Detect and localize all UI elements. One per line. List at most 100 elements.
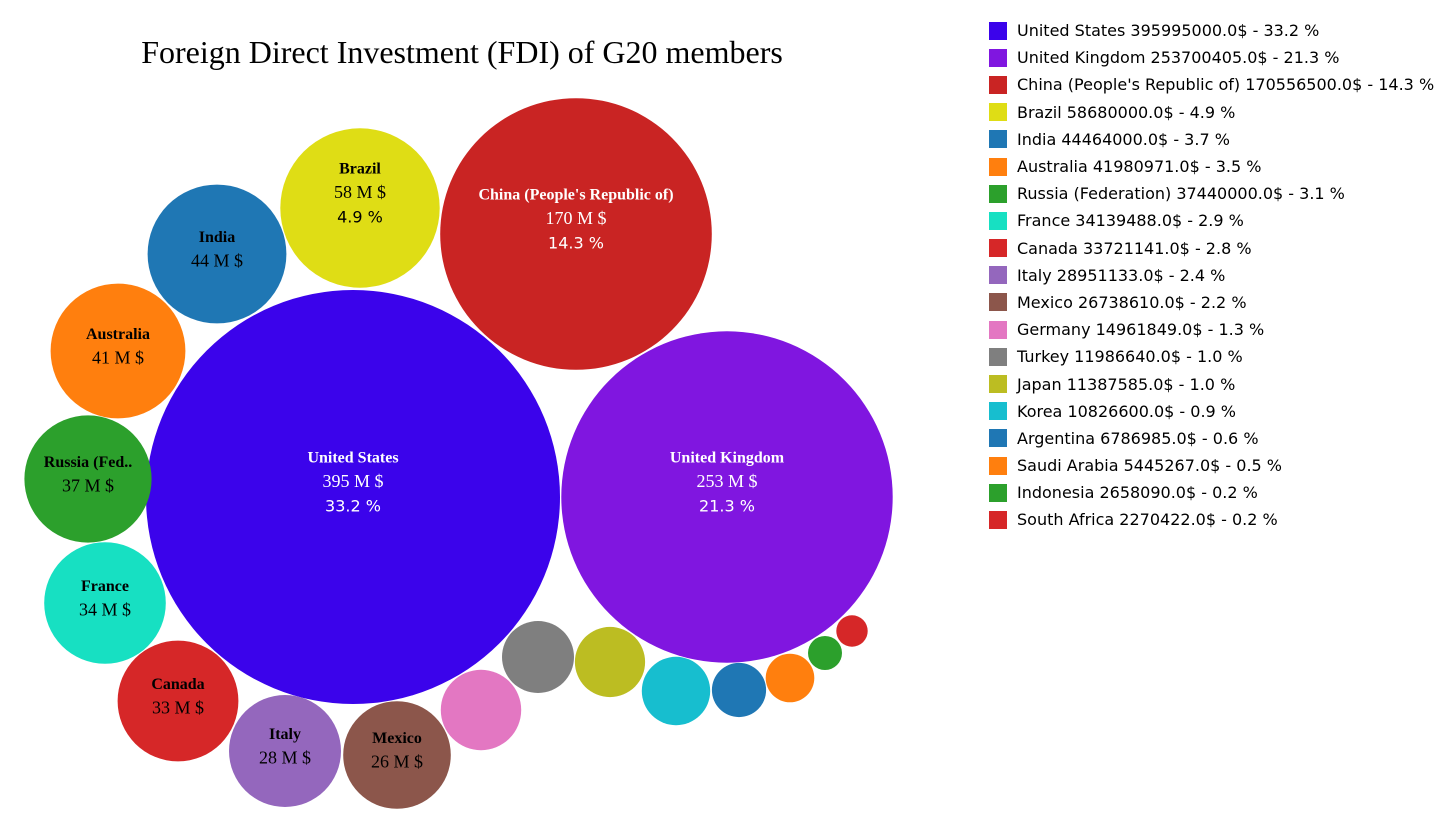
bubble-value-australia: 41 M $ — [92, 347, 144, 367]
bubble-label-united-states: United States — [307, 450, 398, 467]
bubble-australia[interactable] — [50, 283, 186, 419]
legend-swatch — [989, 456, 1007, 475]
bubble-canada[interactable] — [117, 640, 239, 762]
legend-item-indonesia[interactable]: Indonesia 2658090.0$ - 0.2 % — [989, 479, 1434, 506]
bubble-percent-brazil: 4.9 % — [337, 208, 383, 227]
bubble-percent-united-kingdom: 21.3 % — [699, 497, 755, 516]
legend-item-india[interactable]: India 44464000.0$ - 3.7 % — [989, 126, 1434, 153]
legend-swatch — [989, 239, 1007, 258]
legend-label: Germany 14961849.0$ - 1.3 % — [1017, 320, 1265, 340]
legend-swatch — [989, 510, 1007, 529]
legend-item-south-africa[interactable]: South Africa 2270422.0$ - 0.2 % — [989, 506, 1434, 533]
legend-swatch — [989, 402, 1007, 421]
legend-item-canada[interactable]: Canada 33721141.0$ - 2.8 % — [989, 235, 1434, 262]
bubble-label-australia: Australia — [86, 326, 150, 343]
legend-item-australia[interactable]: Australia 41980971.0$ - 3.5 % — [989, 153, 1434, 180]
bubble-label-india: India — [199, 229, 235, 246]
bubble-value-united-states: 395 M $ — [322, 471, 383, 491]
bubble-value-canada: 33 M $ — [152, 697, 204, 717]
bubble-value-united-kingdom: 253 M $ — [696, 471, 757, 491]
legend-swatch — [989, 75, 1007, 94]
legend-swatch — [989, 320, 1007, 339]
bubble-value-brazil: 58 M $ — [334, 182, 386, 202]
bubble-korea[interactable] — [641, 656, 711, 726]
legend-label: China (People's Republic of) 170556500.0… — [1017, 75, 1435, 95]
legend-label: Mexico 26738610.0$ - 2.2 % — [1017, 292, 1247, 312]
bubble-brazil[interactable] — [280, 128, 440, 288]
bubble-group: United States 395 M $ 33.2 % United Kingdom… — [24, 98, 893, 809]
legend-label: Brazil 58680000.0$ - 4.9 % — [1017, 102, 1236, 122]
legend-swatch — [989, 184, 1007, 203]
legend-swatch — [989, 429, 1007, 448]
legend: United States 395995000.0$ - 33.2 % Unite… — [989, 17, 1434, 534]
legend-label: France 34139488.0$ - 2.9 % — [1017, 211, 1244, 231]
legend-item-korea[interactable]: Korea 10826600.0$ - 0.9 % — [989, 398, 1434, 425]
legend-label: Argentina 6786985.0$ - 0.6 % — [1017, 428, 1259, 448]
legend-item-france[interactable]: France 34139488.0$ - 2.9 % — [989, 207, 1434, 234]
legend-label: Australia 41980971.0$ - 3.5 % — [1017, 157, 1262, 177]
bubble-saudi-arabia[interactable] — [765, 653, 815, 703]
bubble-indonesia[interactable] — [808, 636, 842, 670]
bubble-label-russia-federation: Russia (Fed.. — [44, 454, 132, 471]
bubble-label-united-kingdom: United Kingdom — [670, 450, 785, 467]
bubble-value-mexico: 26 M $ — [371, 751, 423, 771]
bubble-argentina[interactable] — [711, 662, 767, 718]
legend-swatch — [989, 103, 1007, 122]
legend-item-brazil[interactable]: Brazil 58680000.0$ - 4.9 % — [989, 99, 1434, 126]
legend-item-china-people-s-republic-of[interactable]: China (People's Republic of) 170556500.0… — [989, 71, 1434, 98]
bubble-china-people-s-republic-of[interactable] — [440, 98, 712, 370]
legend-label: Canada 33721141.0$ - 2.8 % — [1017, 238, 1252, 258]
legend-item-mexico[interactable]: Mexico 26738610.0$ - 2.2 % — [989, 289, 1434, 316]
bubble-label-canada: Canada — [151, 676, 204, 693]
bubble-germany[interactable] — [440, 669, 522, 751]
bubble-percent-united-states: 33.2 % — [325, 497, 381, 516]
legend-swatch — [989, 130, 1007, 149]
legend-item-united-states[interactable]: United States 395995000.0$ - 33.2 % — [989, 17, 1434, 44]
legend-label: Japan 11387585.0$ - 1.0 % — [1017, 374, 1236, 394]
legend-item-saudi-arabia[interactable]: Saudi Arabia 5445267.0$ - 0.5 % — [989, 452, 1434, 479]
bubble-label-china-people-s-republic-of: China (People's Republic of) — [478, 187, 673, 204]
bubble-value-france: 34 M $ — [79, 599, 131, 619]
bubble-percent-china-people-s-republic-of: 14.3 % — [548, 234, 604, 253]
legend-label: United States 395995000.0$ - 33.2 % — [1017, 21, 1320, 41]
bubble-label-italy: Italy — [269, 726, 301, 743]
legend-item-russia-federation[interactable]: Russia (Federation) 37440000.0$ - 3.1 % — [989, 180, 1434, 207]
legend-label: Saudi Arabia 5445267.0$ - 0.5 % — [1017, 456, 1282, 476]
bubble-label-mexico: Mexico — [372, 730, 422, 747]
bubble-italy[interactable] — [229, 695, 341, 807]
legend-swatch — [989, 375, 1007, 394]
legend-swatch — [989, 266, 1007, 285]
legend-item-germany[interactable]: Germany 14961849.0$ - 1.3 % — [989, 316, 1434, 343]
bubble-chart: Foreign Direct Investment (FDI) of G20 m… — [24, 34, 893, 809]
bubble-label-brazil: Brazil — [339, 161, 381, 178]
legend-swatch — [989, 48, 1007, 67]
legend-label: South Africa 2270422.0$ - 0.2 % — [1017, 510, 1278, 530]
legend-label: India 44464000.0$ - 3.7 % — [1017, 129, 1230, 149]
bubble-value-russia-federation: 37 M $ — [62, 475, 114, 495]
legend-swatch — [989, 293, 1007, 312]
bubble-mexico[interactable] — [343, 701, 451, 809]
legend-item-argentina[interactable]: Argentina 6786985.0$ - 0.6 % — [989, 425, 1434, 452]
legend-item-italy[interactable]: Italy 28951133.0$ - 2.4 % — [989, 262, 1434, 289]
bubble-south-africa[interactable] — [836, 615, 868, 647]
bubble-value-china-people-s-republic-of: 170 M $ — [545, 208, 606, 228]
legend-label: Indonesia 2658090.0$ - 0.2 % — [1017, 483, 1258, 503]
bubble-turkey[interactable] — [502, 621, 574, 693]
bubble-united-states[interactable] — [146, 290, 560, 704]
legend-item-turkey[interactable]: Turkey 11986640.0$ - 1.0 % — [989, 343, 1434, 370]
legend-label: Italy 28951133.0$ - 2.4 % — [1017, 265, 1226, 285]
legend-item-japan[interactable]: Japan 11387585.0$ - 1.0 % — [989, 370, 1434, 397]
bubble-united-kingdom[interactable] — [561, 331, 893, 663]
bubble-russia-federation[interactable] — [24, 415, 152, 543]
legend-swatch — [989, 347, 1007, 366]
legend-label: Turkey 11986640.0$ - 1.0 % — [1017, 347, 1243, 367]
bubble-value-italy: 28 M $ — [259, 747, 311, 767]
legend-label: Korea 10826600.0$ - 0.9 % — [1017, 401, 1237, 421]
bubble-value-india: 44 M $ — [191, 250, 243, 270]
legend-label: United Kingdom 253700405.0$ - 21.3 % — [1017, 48, 1340, 68]
legend-item-united-kingdom[interactable]: United Kingdom 253700405.0$ - 21.3 % — [989, 44, 1434, 71]
bubble-japan[interactable] — [574, 626, 646, 698]
bubble-france[interactable] — [44, 542, 166, 664]
bubble-label-france: France — [81, 578, 129, 595]
bubble-india[interactable] — [147, 184, 287, 324]
